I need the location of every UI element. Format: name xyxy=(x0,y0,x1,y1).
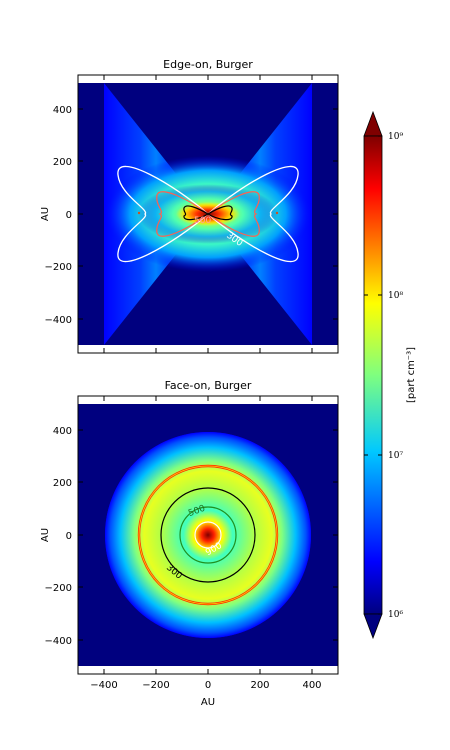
edge-ytick-m200: −200 xyxy=(45,262,72,273)
face-on-ylabel: AU xyxy=(40,528,51,542)
edge-ytick-200: 200 xyxy=(53,157,72,168)
colorbar-max-extend xyxy=(363,110,383,137)
colorbar-tick-1e6: 10⁶ xyxy=(388,610,403,620)
edge-on-y-ticks: 400 200 0 −200 −400 xyxy=(45,105,338,326)
face-xtick-m400: −400 xyxy=(90,680,117,691)
edge-on-ylabel: AU xyxy=(40,207,51,221)
face-xtick-0: 0 xyxy=(205,680,211,691)
face-ytick-200: 200 xyxy=(53,478,72,489)
face-on-panel: Face-on, Burger 500 900 300 400 200 0 xyxy=(40,379,339,708)
face-ytick-400: 400 xyxy=(53,426,72,437)
colorbar-tick-1e9: 10⁹ xyxy=(388,132,403,142)
face-ytick-0: 0 xyxy=(66,531,72,542)
colorbar-ticks: 10⁹ 10⁸ 10⁷ 10⁶ xyxy=(364,132,403,620)
face-xtick-400: 400 xyxy=(302,680,321,691)
face-ytick-m200: −200 xyxy=(45,583,72,594)
edge-ytick-400: 400 xyxy=(53,105,72,116)
edge-on-heatmap xyxy=(78,83,338,345)
edge-ytick-m400: −400 xyxy=(45,315,72,326)
edge-contour-label-500: 500 xyxy=(194,216,211,226)
edge-on-panel: Edge-on, Burger 500 300 xyxy=(40,58,339,354)
face-on-title: Face-on, Burger xyxy=(165,379,252,392)
colorbar-label: [part cm⁻³] xyxy=(406,347,417,403)
colorbar-tick-1e8: 10⁸ xyxy=(388,291,403,301)
face-on-y-ticks: 400 200 0 −200 −400 xyxy=(45,426,338,647)
edge-on-title: Edge-on, Burger xyxy=(163,58,253,71)
colorbar-gradient xyxy=(363,135,383,615)
face-xtick-m200: −200 xyxy=(142,680,169,691)
face-on-heatmap xyxy=(78,404,338,666)
face-ytick-m400: −400 xyxy=(45,636,72,647)
edge-on-x-ticks xyxy=(103,75,313,353)
edge-ytick-0: 0 xyxy=(66,210,72,221)
colorbar: 10⁹ 10⁸ 10⁷ 10⁶ [part cm⁻³] xyxy=(363,110,417,640)
colorbar-min-extend xyxy=(363,613,383,640)
face-xtick-200: 200 xyxy=(250,680,269,691)
colorbar-tick-1e7: 10⁷ xyxy=(388,451,403,461)
face-on-x-ticks: −400 −200 0 200 400 xyxy=(90,396,322,691)
face-on-xlabel: AU xyxy=(201,697,215,708)
